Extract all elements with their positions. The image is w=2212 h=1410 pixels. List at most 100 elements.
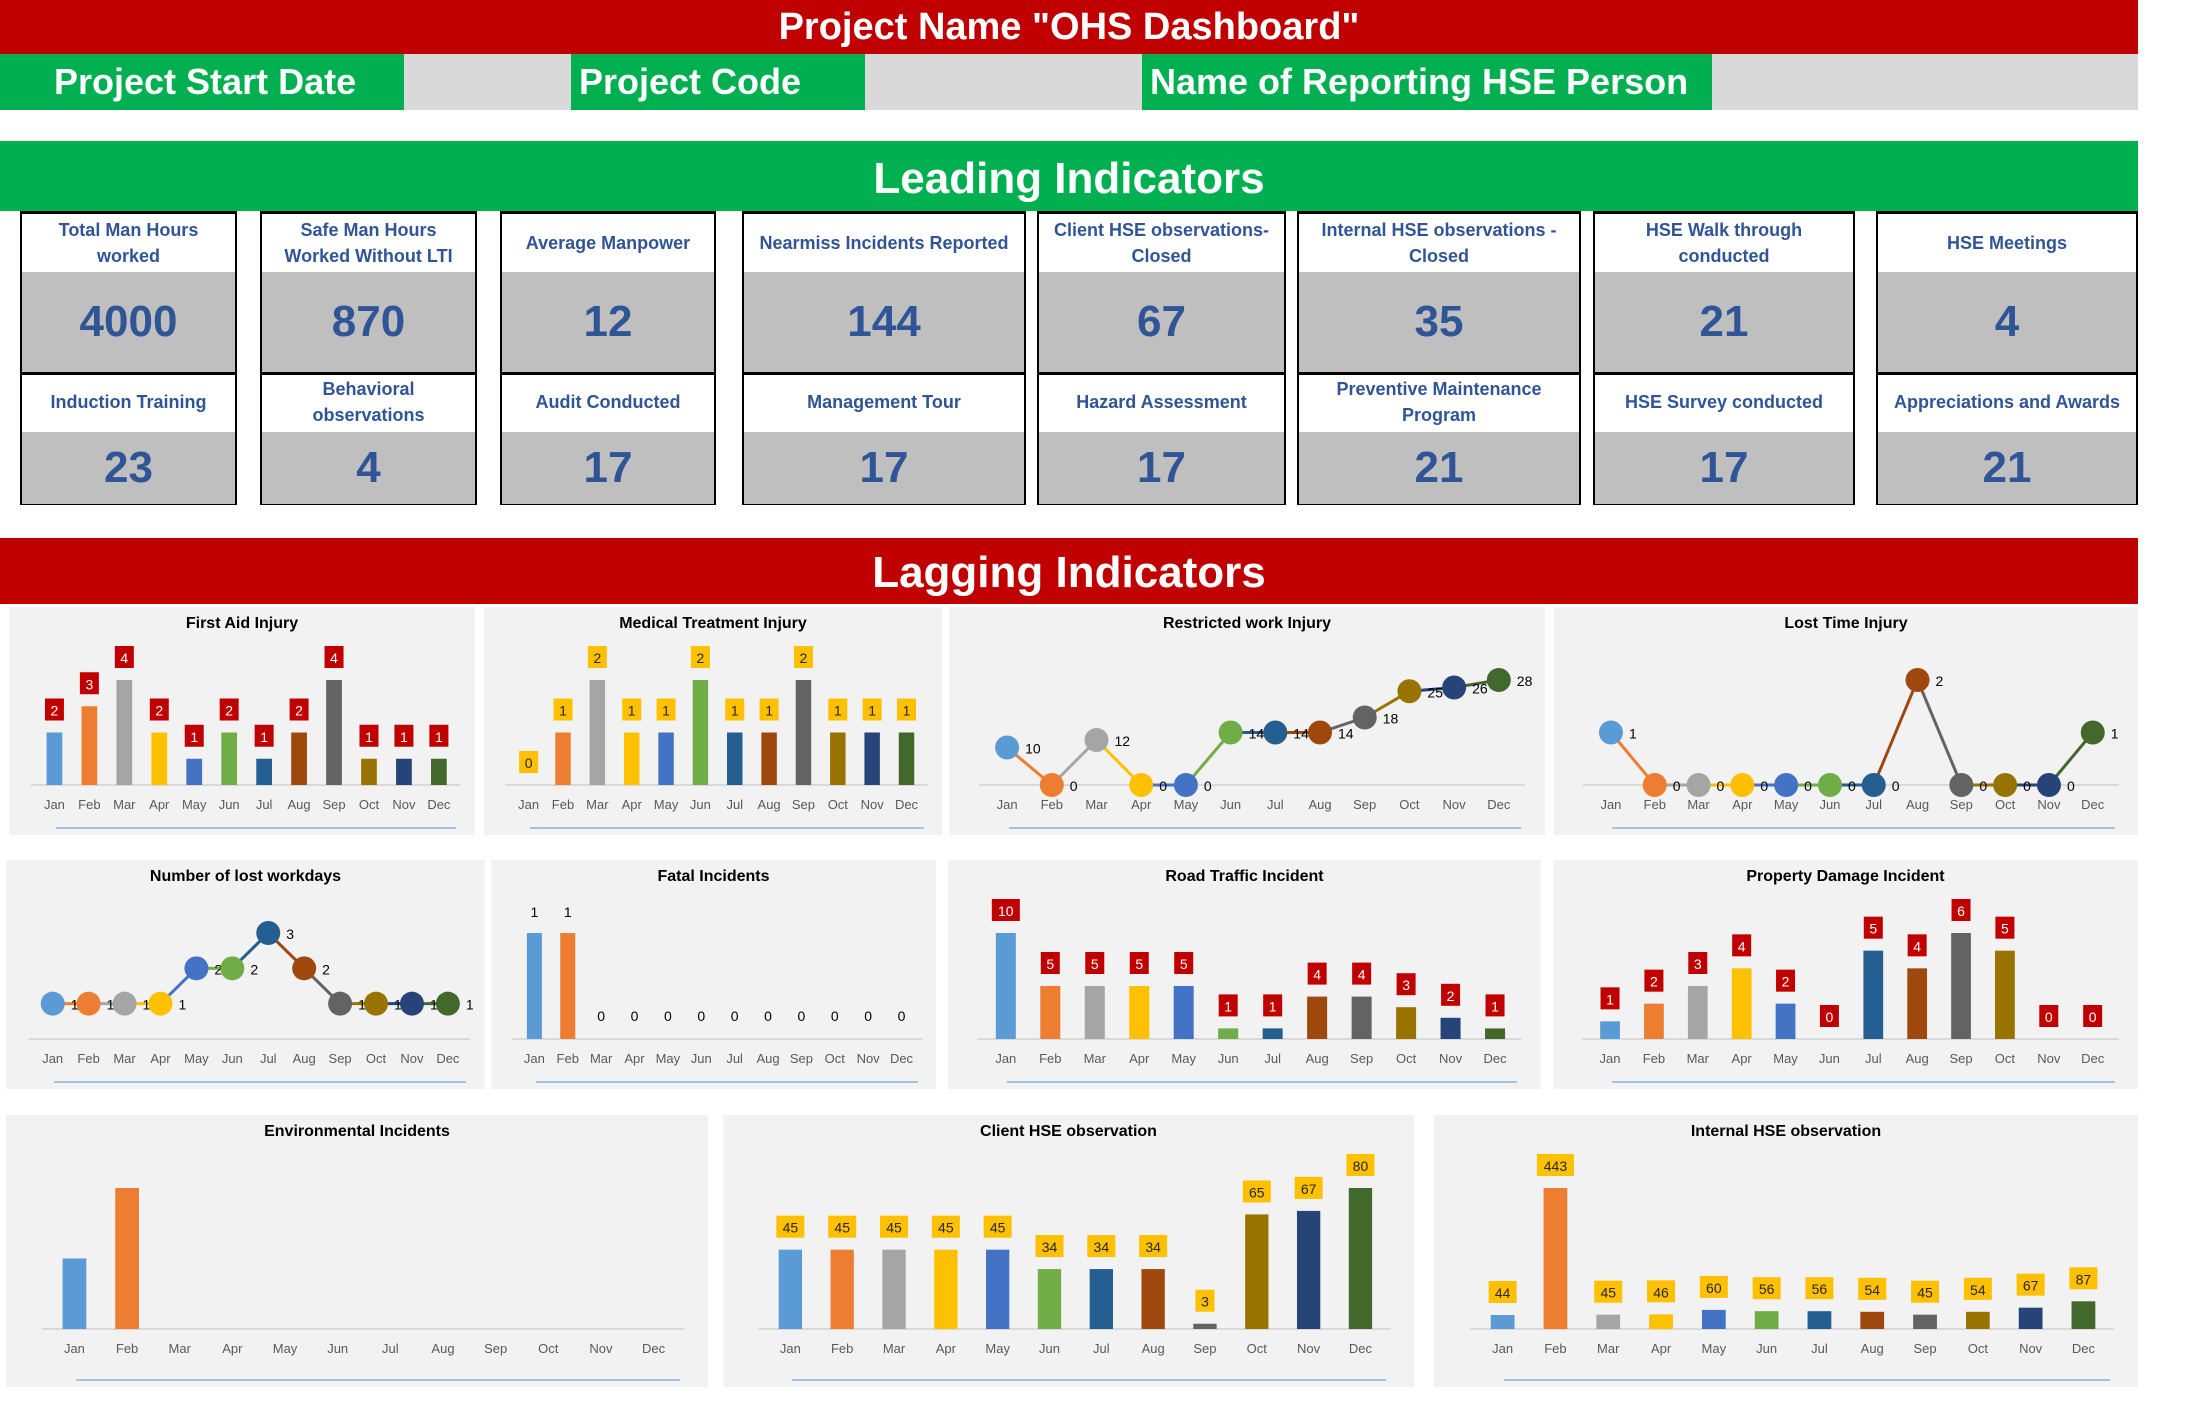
x-tick-label: Mar (590, 1051, 613, 1066)
data-label-box (1352, 962, 1372, 985)
data-point (328, 991, 353, 1016)
data-label-box (1995, 916, 2015, 939)
data-label: 1 (260, 729, 268, 745)
data-label-box (1752, 1277, 1781, 1300)
x-tick-label: May (654, 797, 679, 812)
data-point (292, 956, 317, 981)
data-label: 45 (1600, 1285, 1616, 1301)
chart-plot: Jan Feb Mar Apr May Jun Jul Aug Sep Oct Nov Dec 45 45… (758, 1154, 1391, 1356)
project-start-date-field[interactable] (404, 54, 571, 110)
x-tick-label: Jul (382, 1341, 399, 1356)
data-label-box (1911, 1280, 1940, 1303)
data-label: 4 (1738, 938, 1746, 954)
x-tick-label: Oct (359, 797, 380, 812)
data-label: 4 (1358, 967, 1366, 983)
bar (1307, 996, 1328, 1039)
bar (1754, 1311, 1779, 1329)
x-tick-label: Nov (1439, 1051, 1463, 1066)
x-tick-label: Jul (1267, 797, 1284, 812)
x-tick-label: Jul (260, 1051, 277, 1066)
bar (589, 680, 606, 785)
data-label: 1 (765, 703, 773, 719)
indicator-label: Nearmiss Incidents Reported (759, 233, 1009, 253)
data-label: 0 (1848, 778, 1856, 794)
data-label: 44 (1495, 1285, 1511, 1301)
x-tick-label: Jun (691, 1051, 712, 1066)
data-label-box (149, 698, 169, 721)
chart-underline (1008, 827, 1522, 829)
x-tick-label: Sep (1193, 1341, 1216, 1356)
data-label: 1 (394, 997, 402, 1013)
x-tick-label: Aug (288, 797, 311, 812)
x-tick-label: Oct (1968, 1341, 1989, 1356)
chart-underline (76, 1379, 680, 1381)
data-label-box (1396, 973, 1416, 996)
bar (555, 732, 571, 785)
bar (995, 933, 1016, 1039)
data-label: 2 (250, 961, 258, 977)
chart-underline (55, 827, 457, 829)
bar (151, 732, 168, 785)
data-label: 2 (1782, 974, 1790, 990)
data-point (435, 991, 460, 1016)
x-tick-label: Oct (1399, 797, 1420, 812)
hse-person-field[interactable] (1712, 54, 2138, 110)
data-label-box (44, 698, 64, 721)
x-tick-label: May (985, 1341, 1010, 1356)
data-label-box (1688, 952, 1708, 974)
project-start-date-label: Project Start Date (0, 54, 404, 110)
bar (1440, 1017, 1461, 1039)
x-tick-label: Mar (113, 797, 136, 812)
data-label: 45 (783, 1220, 799, 1236)
data-label-box (1195, 1289, 1215, 1312)
data-label: 1 (559, 703, 567, 719)
x-tick-label: Jan (995, 1051, 1016, 1066)
data-label-box (1035, 1235, 1064, 1258)
data-label: 45 (990, 1220, 1006, 1236)
x-tick-label: Jun (1039, 1341, 1060, 1356)
data-point (256, 921, 281, 945)
data-point (1598, 720, 1623, 745)
data-label-box (1963, 1277, 1992, 1300)
bar (1245, 1214, 1269, 1329)
data-label: 1 (365, 729, 373, 745)
chart-plot: Jan Feb Mar Apr May Jun Jul Aug Sep Oct Nov Dec 10 0 1… (978, 668, 1533, 812)
data-label: 34 (1145, 1239, 1161, 1255)
data-label-box (1485, 994, 1505, 1017)
indicator-label: Hazard Assessment (1076, 392, 1247, 412)
data-label: 0 (1760, 778, 1768, 794)
data-label-box (1594, 1280, 1623, 1303)
x-tick-label: Dec (890, 1051, 914, 1066)
data-point (184, 956, 209, 981)
data-point (1039, 773, 1064, 797)
x-tick-label: Dec (2081, 1051, 2105, 1066)
x-tick-label: Sep (1950, 797, 1973, 812)
data-label: 0 (797, 1008, 805, 1024)
data-label-box (1218, 994, 1238, 1017)
project-code-field[interactable] (865, 54, 1142, 110)
bar (115, 1188, 139, 1329)
x-tick-label: Sep (484, 1341, 507, 1356)
chart-title: Environmental Incidents (264, 1123, 450, 1140)
data-label-box (1174, 952, 1194, 974)
data-point (1486, 668, 1511, 692)
chart-plot: Jan Feb Mar Apr May Jun Jul Aug Sep Oct Nov Dec 2 3 4 2… (30, 646, 461, 812)
x-tick-label: Nov (2037, 797, 2061, 812)
data-point (1949, 773, 1974, 797)
bar (116, 680, 133, 785)
data-point (1397, 679, 1422, 704)
indicator-value: 144 (744, 272, 1024, 375)
data-label: 67 (2023, 1278, 2039, 1294)
data-point (1084, 728, 1109, 752)
data-label: 80 (1353, 1158, 1369, 1174)
bar (1860, 1311, 1885, 1329)
data-label-box (359, 724, 379, 747)
x-tick-label: Apr (1651, 1341, 1672, 1356)
data-label: 2 (295, 703, 303, 719)
x-tick-label: Mar (169, 1341, 192, 1356)
data-label-box (622, 698, 642, 721)
data-label: 26 (1472, 681, 1488, 697)
data-label: 2 (51, 703, 59, 719)
data-label: 45 (834, 1220, 850, 1236)
data-point (220, 956, 245, 981)
